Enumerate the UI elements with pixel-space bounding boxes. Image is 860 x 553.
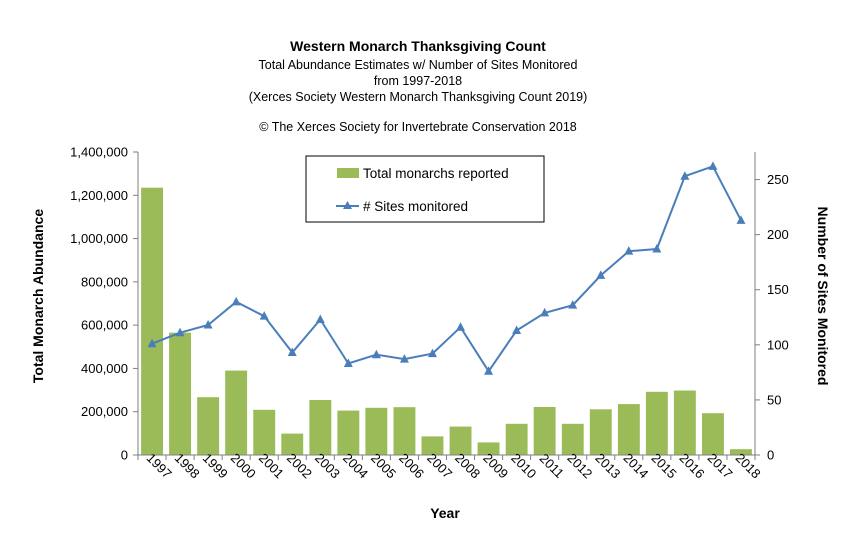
sites-marker-2008 [456,322,466,331]
sites-marker-1998 [175,327,185,337]
sites-marker-2004 [343,358,353,368]
sites-marker-2011 [540,307,550,317]
left-tick-label: 1,000,000 [70,231,128,246]
sites-marker-2002 [287,347,297,357]
legend-label-sites: # Sites monitored [363,199,468,214]
bar-2014 [617,404,640,455]
sites-marker-2018 [736,215,746,224]
bar-2000 [225,370,248,455]
bar-2006 [393,407,416,455]
bar-2002 [281,433,304,455]
right-axis-title: Number of Sites Monitored [815,207,831,386]
sites-marker-2001 [259,311,269,320]
bar-1998 [169,332,191,455]
sites-marker-2015 [652,243,662,253]
sites-marker-1997 [147,338,157,348]
left-axis-ticks: 0 200,000 400,000 600,000 800,000 1,000,000 1,… [70,145,138,463]
bar-2018 [730,449,752,455]
sites-marker-2000 [231,296,241,306]
bar-2017 [702,413,724,455]
sites-marker-2017 [708,161,718,170]
sites-marker-2009 [484,366,494,375]
bar-2012 [561,423,584,455]
x-axis-title: Year [430,505,460,521]
sites-marker-2014 [624,246,634,255]
bar-2015 [645,391,668,455]
right-axis-ticks: 0 50 100 150 200 250 [755,172,789,463]
bar-2011 [533,407,556,455]
sites-marker-2016 [680,171,690,180]
bar-2013 [589,409,612,455]
left-tick-label: 1,200,000 [70,188,128,203]
sites-marker-1999 [203,319,213,329]
sites-marker-2013 [596,270,606,279]
legend-swatch-monarchs [337,168,359,178]
line-series-sites [147,161,746,375]
left-tick-label: 800,000 [81,274,128,289]
bar-2005 [365,407,388,455]
left-tick-label: 400,000 [81,361,128,376]
sites-marker-2012 [568,300,578,309]
chart-title: Western Monarch Thanksgiving Count [290,38,546,54]
chart-subtitle-line-1: Total Abundance Estimates w/ Number of S… [258,58,578,72]
sites-marker-2010 [512,325,522,334]
bar-2001 [253,409,276,455]
right-tick-label: 150 [767,282,789,297]
bar-2003 [309,400,332,455]
left-tick-label: 0 [121,448,128,463]
left-tick-label: 600,000 [81,318,128,333]
sites-marker-2007 [427,348,437,358]
legend-swatch-sites-marker [343,201,352,209]
chart-subtitle-line-2: from 1997-2018 [373,74,463,88]
right-tick-label: 100 [767,337,789,352]
bar-2009 [477,442,500,455]
left-tick-label: 200,000 [81,404,128,419]
right-tick-label: 200 [767,227,789,242]
copyright-notice: © The Xerces Society for Invertebrate Co… [259,120,577,134]
legend-label-monarchs: Total monarchs reported [363,166,509,181]
sites-line [151,165,742,374]
legend-box [305,155,545,223]
sites-marker-2006 [399,354,409,363]
left-axis-title: Total Monarch Abundance [30,209,46,383]
right-tick-label: 0 [767,448,774,463]
bar-2010 [505,423,528,455]
bar-1999 [197,397,220,455]
bar-2004 [337,410,360,455]
bar-series-monarchs [141,187,752,455]
bar-2007 [421,436,444,455]
right-tick-label: 250 [767,172,789,187]
bar-2016 [673,390,696,455]
bar-1997 [141,187,163,455]
right-tick-label: 50 [767,392,781,407]
bar-2008 [449,426,472,455]
sites-marker-2003 [315,314,325,323]
legend: Total monarchs reported # Sites monitore… [305,155,545,223]
left-tick-label: 1,400,000 [70,145,128,160]
sites-marker-2005 [371,349,381,359]
chart-subtitle-line-3: (Xerces Society Western Monarch Thanksgi… [248,90,588,104]
